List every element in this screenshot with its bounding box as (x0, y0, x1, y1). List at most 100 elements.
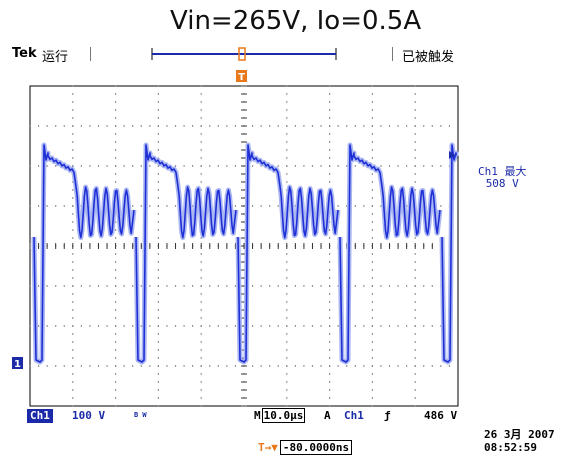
grid-dot (115, 405, 117, 407)
grid-dot (277, 285, 279, 287)
grid-dot (115, 269, 117, 271)
grid-dot (97, 285, 100, 287)
grid-dot (371, 285, 373, 287)
grid-dot (200, 269, 202, 271)
grid-dot (286, 405, 288, 407)
grid-dot (251, 285, 254, 287)
grid-dot (80, 365, 82, 367)
grid-dot (286, 277, 288, 279)
grid-dot (371, 149, 373, 151)
grid-dot (157, 277, 159, 279)
grid-dot (440, 165, 442, 167)
grid-dot (286, 325, 288, 327)
status-bar: Ch1 100 V B W M 10.0μs A Ch1 ƒ 486 V (26, 408, 462, 423)
grid-dot (286, 101, 288, 103)
grid-dot (132, 285, 134, 287)
grid-dot (123, 165, 125, 167)
grid-dot (371, 101, 373, 103)
trigger-level[interactable]: 486 V (424, 409, 458, 422)
grid-dot (371, 141, 373, 143)
grid-dot (157, 173, 159, 175)
grid-dot (157, 133, 159, 135)
grid-dot (115, 357, 117, 359)
grid-dot (260, 325, 262, 327)
grid-dot (192, 285, 194, 287)
waveform-trace (237, 144, 339, 363)
grid-dot (346, 165, 348, 167)
grid-dot (371, 221, 373, 223)
grid-dot (115, 253, 117, 255)
grid-dot (371, 293, 373, 295)
ch1-ground-marker[interactable]: 1 (12, 357, 23, 370)
grid-dot (234, 205, 237, 207)
grid-dot (72, 325, 74, 327)
grid-dot (166, 285, 168, 287)
grid-dot (183, 365, 185, 367)
grid-dot (209, 125, 211, 127)
grid-dot (414, 365, 416, 367)
trigger-status: 已被触发 (402, 50, 455, 65)
trigger-position-marker[interactable]: T (236, 70, 247, 83)
grid-dot (251, 365, 254, 367)
grid-dot (414, 389, 416, 391)
volts-per-div[interactable]: 100 V (72, 409, 106, 422)
grid-dot (320, 325, 322, 327)
grid-dot (115, 373, 117, 375)
grid-dot (123, 285, 125, 287)
trigger-mode[interactable]: A (324, 409, 331, 422)
grid-dot (269, 125, 271, 127)
grid-dot (72, 357, 74, 359)
grid-dot (414, 93, 416, 95)
grid-dot (192, 365, 194, 367)
grid-dot (157, 261, 159, 263)
grid-dot (97, 365, 100, 367)
grid-dot (423, 325, 425, 327)
grid-dot (371, 381, 373, 383)
grid-dot (354, 205, 356, 207)
grid-dot (414, 341, 416, 343)
grid-dot (115, 109, 117, 111)
grid-dot (166, 125, 168, 127)
grid-dot (431, 325, 433, 327)
grid-dot (371, 261, 373, 263)
grid-dot (286, 109, 288, 111)
grid-dot (157, 141, 159, 143)
grid-dot (414, 317, 416, 319)
trigger-offset[interactable]: T→▼ -80.0000ns (258, 440, 353, 455)
grid-dot (363, 285, 365, 287)
grid-dot (200, 285, 202, 287)
measurement-label: Ch1 最大 (478, 165, 527, 178)
grid-dot (363, 325, 365, 327)
trigger-slope-icon[interactable]: ƒ (384, 409, 391, 422)
channel-tag[interactable]: Ch1 (27, 409, 53, 423)
grid-dot (209, 165, 211, 167)
grid-dot (157, 389, 159, 391)
grid-dot (89, 165, 91, 167)
grid-dot (89, 325, 91, 327)
grid-dot (397, 325, 399, 327)
grid-dot (157, 189, 159, 191)
grid-dot (157, 293, 159, 295)
grid-dot (200, 309, 202, 311)
date-text: 26 3月 2007 (484, 428, 555, 441)
grid-dot (140, 165, 142, 167)
trigger-source[interactable]: Ch1 (344, 409, 364, 422)
grid-dot (72, 349, 74, 351)
grid-dot (371, 269, 373, 271)
grid-dot (431, 165, 433, 167)
grid-dot (414, 85, 416, 87)
grid-dot (260, 125, 262, 127)
grid-dot (132, 165, 134, 167)
grid-dot (72, 317, 74, 319)
grid-dot (371, 301, 373, 303)
grid-dot (226, 325, 228, 327)
grid-dot (269, 285, 271, 287)
grid-dot (115, 93, 117, 95)
grid-dot (431, 285, 433, 287)
time-scale[interactable]: M 10.0μs (254, 408, 306, 423)
grid-dot (269, 205, 271, 207)
grid-dot (286, 349, 288, 351)
grid-dot (200, 237, 202, 239)
grid-dot (72, 205, 74, 207)
grid-dot (260, 205, 262, 207)
